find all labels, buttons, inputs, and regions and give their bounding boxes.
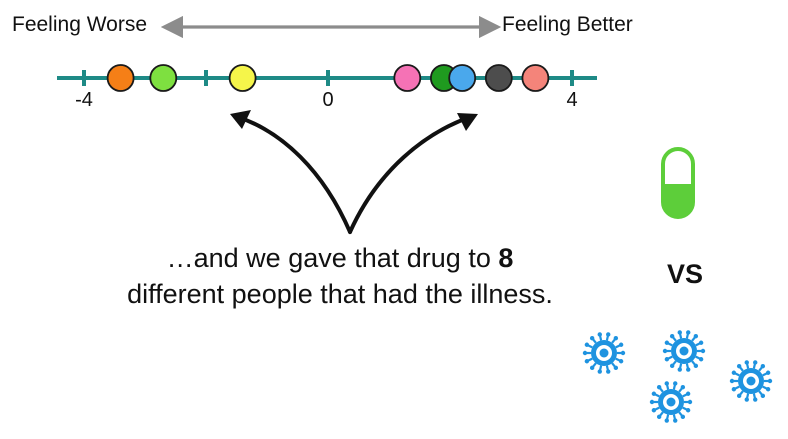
caption-count: 8	[498, 243, 514, 273]
data-point	[393, 64, 422, 92]
tick-label: 0	[322, 89, 334, 111]
left-curved-arrow	[236, 115, 352, 234]
feeling-better-label: Feeling Better	[502, 13, 633, 36]
caption-text: …and we gave that drug to 8 different pe…	[60, 240, 620, 312]
germ-icon	[729, 360, 773, 402]
data-points	[106, 64, 550, 92]
caption-line2-text: different people that had the illness.	[127, 279, 553, 309]
caption-line1-text: …and we gave that drug to	[166, 243, 499, 273]
data-point	[484, 64, 513, 92]
pill-icon	[661, 147, 695, 219]
right-curved-arrow-head	[457, 113, 478, 131]
data-point	[228, 64, 257, 92]
tick-label: -4	[75, 89, 93, 111]
germ-icon	[662, 330, 706, 372]
germ-icons	[582, 330, 773, 423]
germ-icon	[582, 332, 626, 374]
data-point	[149, 64, 178, 92]
right-curved-arrow	[348, 115, 472, 234]
tick-label: 4	[566, 89, 578, 111]
feeling-worse-label: Feeling Worse	[12, 13, 148, 36]
data-point	[521, 64, 550, 92]
germ-icon	[649, 381, 693, 423]
data-point	[448, 64, 477, 92]
left-curved-arrow-head	[230, 110, 251, 129]
vs-label: VS	[666, 259, 704, 289]
data-point	[106, 64, 135, 92]
